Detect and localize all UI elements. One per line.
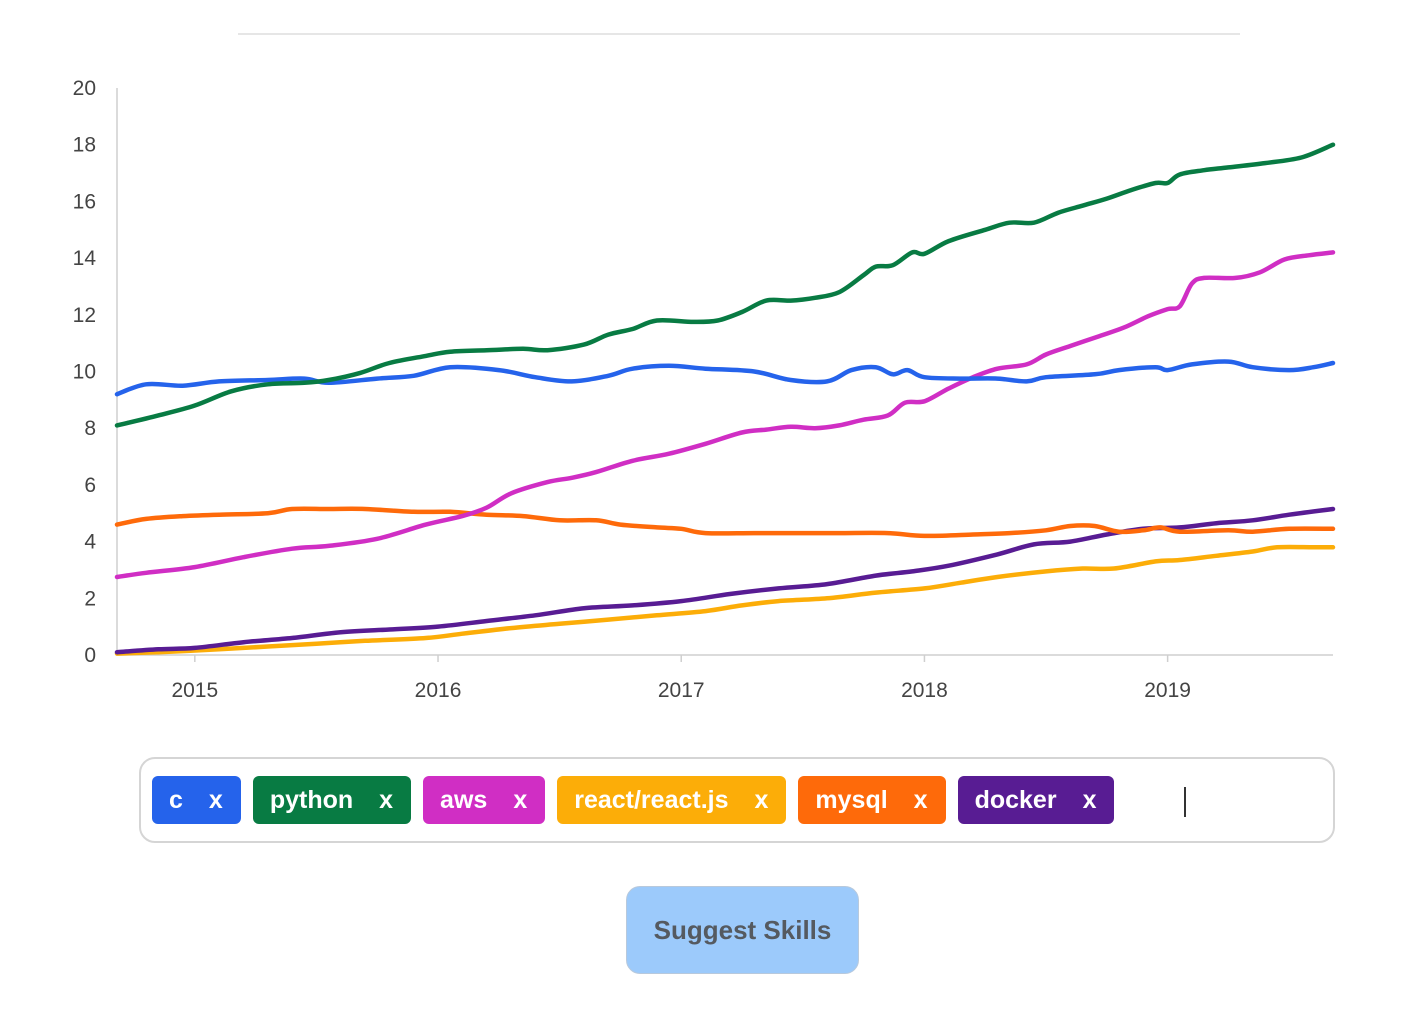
skill-chip-label: docker: [974, 785, 1057, 814]
series-line-python: [114, 142, 1336, 428]
remove-skill-button[interactable]: x: [913, 785, 928, 814]
skill-chip-python[interactable]: python x: [252, 776, 412, 824]
x-axis-ticks: 2015 2016 2017 2018 2019: [171, 655, 1191, 702]
remove-skill-button[interactable]: x: [1082, 785, 1097, 814]
skill-chip-label: mysql: [815, 785, 888, 814]
skill-chip-c[interactable]: c x: [152, 776, 241, 824]
y-tick-label: 4: [84, 531, 96, 554]
skill-chip-label: python: [269, 785, 354, 814]
remove-skill-button[interactable]: x: [208, 785, 223, 814]
y-tick-label: 20: [73, 77, 96, 100]
skill-chip-label: aws: [440, 785, 488, 814]
series-line-react-react-js: [114, 544, 1336, 656]
top-divider: [238, 33, 1240, 35]
x-tick-label: 2016: [415, 679, 462, 702]
series-lines: [114, 142, 1336, 656]
skill-chip-list: c x python x aws x react/react.js x mysq…: [152, 776, 1115, 824]
x-tick-label: 2018: [901, 679, 948, 702]
y-tick-label: 2: [84, 587, 96, 610]
remove-skill-button[interactable]: x: [513, 785, 528, 814]
y-tick-label: 0: [84, 644, 96, 667]
y-tick-label: 6: [84, 474, 96, 497]
skill-chip-label: c: [169, 785, 183, 814]
remove-skill-button[interactable]: x: [754, 785, 769, 814]
skill-chip-aws[interactable]: aws x: [423, 776, 546, 824]
y-axis-ticks: 0 2 4 6 8 10 12 14 16 18 20: [73, 77, 97, 667]
y-tick-label: 16: [73, 190, 96, 213]
y-tick-label: 18: [73, 134, 96, 157]
y-tick-label: 12: [73, 304, 96, 327]
remove-skill-button[interactable]: x: [379, 785, 394, 814]
skill-chip-mysql[interactable]: mysql x: [798, 776, 946, 824]
series-line-mysql: [114, 506, 1336, 539]
y-tick-label: 8: [84, 417, 96, 440]
y-tick-label: 14: [73, 247, 97, 270]
series-line-c: [114, 359, 1336, 397]
skill-chip-docker[interactable]: docker x: [957, 776, 1115, 824]
skills-trend-chart: 0 2 4 6 8 10 12 14 16 18 20 2015 2016 2017 2018 2019: [73, 77, 1336, 702]
x-tick-label: 2017: [658, 679, 705, 702]
chart-axes: [116, 88, 1333, 656]
skill-chip-react[interactable]: react/react.js x: [557, 776, 787, 824]
x-tick-label: 2019: [1144, 679, 1191, 702]
y-tick-label: 10: [73, 361, 96, 384]
text-cursor[interactable]: [1184, 787, 1186, 817]
skill-chip-label: react/react.js: [574, 785, 729, 814]
series-line-aws: [114, 250, 1336, 580]
x-tick-label: 2015: [171, 679, 218, 702]
suggest-skills-button[interactable]: Suggest Skills: [626, 886, 859, 974]
